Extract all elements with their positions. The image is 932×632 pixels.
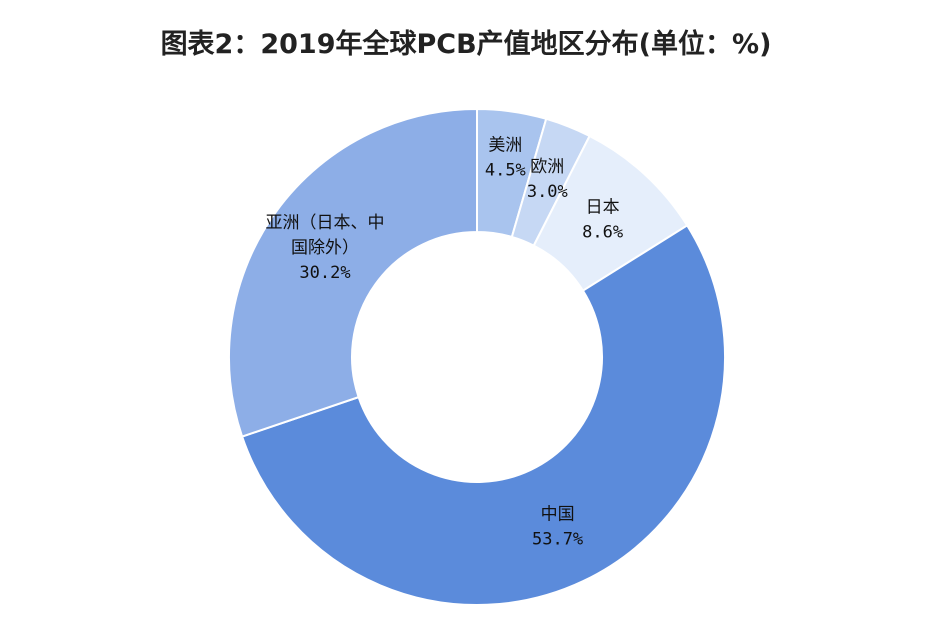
- slice-category-label-1-1: 美洲: [488, 136, 522, 156]
- slice-value-label-2: 3.0%: [527, 182, 568, 202]
- donut-slice-5: [228, 107, 478, 438]
- slice-category-label-3-1: 日本: [586, 197, 620, 217]
- slice-category-label-2-1: 欧洲: [530, 157, 564, 177]
- slice-category-label-5-1: 亚洲（日本、中: [266, 213, 385, 233]
- slice-category-label-4-1: 中国: [541, 504, 575, 524]
- slice-value-label-1: 4.5%: [485, 161, 526, 181]
- slice-value-label-4: 53.7%: [532, 529, 583, 549]
- slice-value-label-5: 30.2%: [299, 263, 350, 283]
- slice-category-label-5-2: 国除外）: [291, 238, 359, 258]
- donut-slice-4: [240, 224, 726, 606]
- chart-title: 图表2：2019年全球PCB产值地区分布(单位：%): [160, 29, 772, 60]
- slice-value-label-3: 8.6%: [582, 222, 623, 242]
